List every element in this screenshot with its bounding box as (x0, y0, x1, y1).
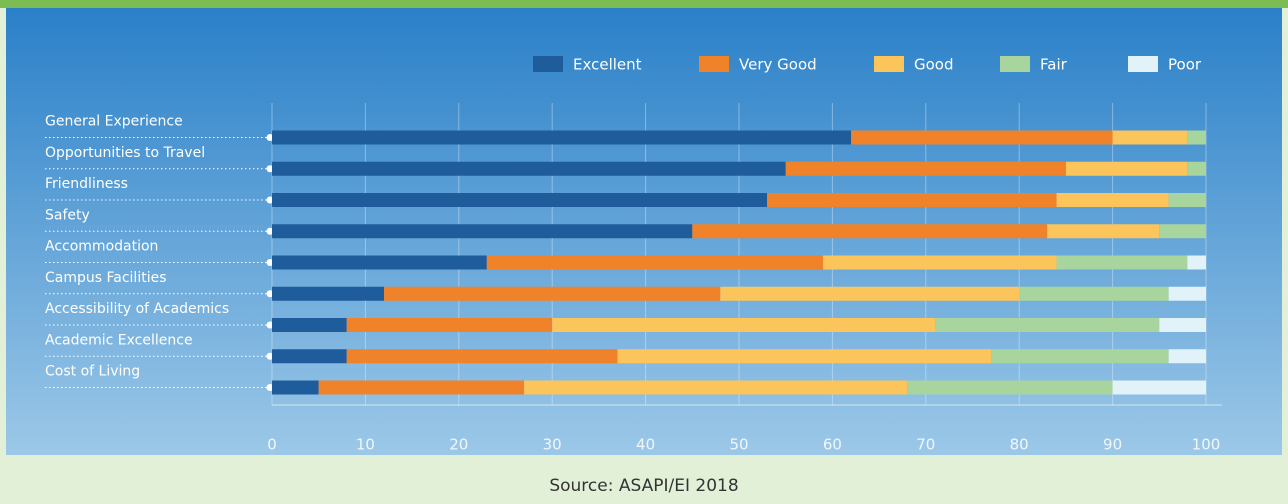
bar-segment (318, 380, 525, 395)
x-tick-label: 100 (1192, 436, 1221, 454)
leader-dot (266, 227, 274, 235)
bar-segment (1168, 286, 1206, 301)
leader-dot (266, 165, 274, 173)
bar-segment (823, 255, 1057, 270)
x-tick-label: 80 (1010, 436, 1029, 454)
bar-segment (617, 349, 992, 364)
category-label: Academic Excellence (45, 332, 193, 348)
x-tick-label: 30 (543, 436, 562, 454)
leader-dot (266, 290, 274, 298)
legend-label: Good (914, 56, 954, 74)
x-tick-label: 0 (267, 436, 277, 454)
x-tick-label: 50 (729, 436, 748, 454)
bar-segment (272, 380, 319, 395)
leader-dot (266, 196, 274, 204)
category-label: Campus Facilities (45, 270, 167, 286)
bar-segment (1056, 255, 1188, 270)
bar-segment (524, 380, 908, 395)
category-label: Friendliness (45, 176, 128, 192)
category-label: Opportunities to Travel (45, 145, 205, 161)
bar-segment (272, 318, 347, 332)
leader-dot (266, 134, 274, 141)
bar-segment (272, 349, 347, 364)
bar-segment (991, 349, 1169, 364)
bar-segment (1187, 130, 1206, 145)
bar-segment (935, 318, 1160, 332)
legend-label: Very Good (739, 56, 817, 74)
bar-segment (1187, 161, 1206, 176)
bar-segment (272, 255, 487, 270)
bar-segment (1056, 193, 1169, 207)
category-label: General Experience (45, 114, 183, 130)
leader-dot (266, 352, 274, 360)
bar-segment (720, 286, 1020, 301)
legend-swatch (1128, 56, 1158, 72)
bar-segment (552, 318, 936, 332)
bar-segment (1065, 161, 1188, 176)
bar-segment (1159, 318, 1206, 332)
x-tick-label: 40 (636, 436, 655, 454)
bar-segment (907, 380, 1113, 395)
top-band (0, 0, 1288, 8)
bar-segment (1112, 130, 1188, 145)
category-label: Cost of Living (45, 364, 140, 380)
bar-segment (692, 224, 1048, 239)
bar-segment (272, 286, 385, 301)
x-tick-label: 10 (356, 436, 375, 454)
leader-dot (266, 259, 274, 266)
legend-label: Excellent (573, 56, 642, 74)
bar-segment (346, 318, 553, 332)
bar-segment (384, 286, 721, 301)
category-label: Safety (45, 207, 90, 223)
leader-dot (266, 384, 274, 391)
bar-segment (346, 349, 618, 364)
bar-segment (1168, 193, 1206, 207)
legend-label: Fair (1040, 56, 1068, 74)
x-tick-label: 60 (823, 436, 842, 454)
legend-swatch (533, 56, 563, 72)
bar-segment (272, 130, 852, 145)
x-tick-label: 70 (916, 436, 935, 454)
bar-segment (1168, 349, 1206, 364)
category-label: Accessibility of Academics (45, 301, 229, 317)
bar-segment (272, 193, 768, 207)
bar-segment (785, 161, 1066, 176)
bar-segment (1159, 224, 1206, 239)
x-tick-label: 90 (1103, 436, 1122, 454)
bar-segment (767, 193, 1057, 207)
bar-segment (486, 255, 824, 270)
bar-segment (1187, 255, 1206, 270)
source: Source: ASAPI/EI 2018 (549, 476, 738, 496)
leader-dot (266, 321, 274, 329)
legend-swatch (1000, 56, 1030, 72)
legend-label: Poor (1168, 56, 1202, 74)
bar-segment (272, 161, 786, 176)
legend-swatch (874, 56, 904, 72)
x-tick-label: 20 (449, 436, 468, 454)
legend-swatch (699, 56, 729, 72)
bar-segment (851, 130, 1113, 145)
bar-segment (1019, 286, 1169, 301)
category-label: Accommodation (45, 239, 158, 255)
bar-segment (272, 224, 693, 239)
bar-segment (1112, 380, 1206, 395)
bar-segment (1047, 224, 1160, 239)
